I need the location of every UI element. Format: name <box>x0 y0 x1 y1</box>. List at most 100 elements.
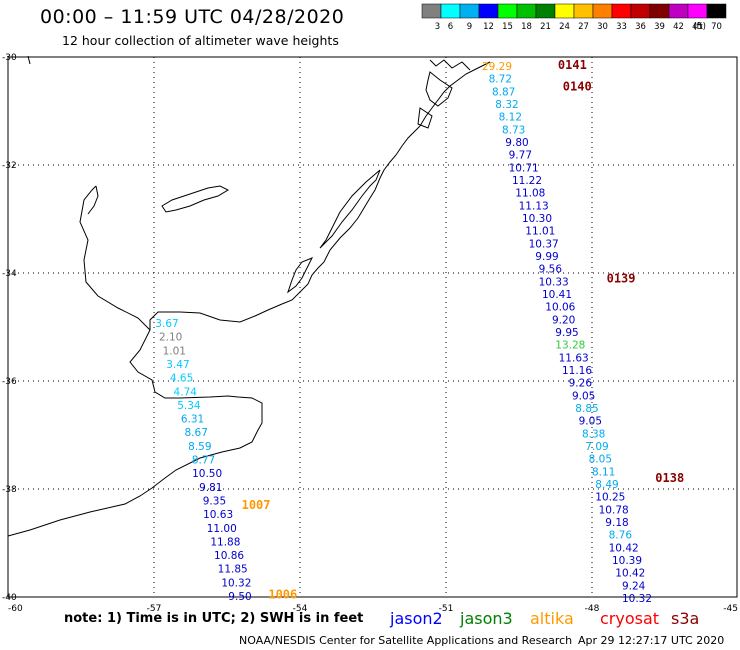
swh-label-track-a: 10.63 <box>203 509 233 521</box>
swh-label-track-b: 8.87 <box>492 86 515 98</box>
swh-label-track-b: 11.13 <box>519 200 549 212</box>
graticule <box>7 56 738 598</box>
scale-unit: (ft) <box>693 22 706 32</box>
pass-label: 1006 <box>268 587 297 601</box>
swh-label-track-b: 10.42 <box>615 568 645 580</box>
latitude-labels: -30 -32 -34 -36 -38 -40 <box>2 53 17 603</box>
wave-height-color-scale: 3 6 9 12 15 18 21 24 27 30 33 36 39 42 45 70(ft) <box>421 3 727 32</box>
rio-uruguay-river <box>161 185 230 213</box>
longitude-tick-label: -57 <box>147 604 162 614</box>
pass-labels: 0141 0140 0139 0138 1007 1006 <box>242 58 685 601</box>
footer-note: note: 1) Time is in UTC; 2) SWH is in fe… <box>64 611 364 626</box>
satellite-legend-item: cryosat <box>600 609 660 628</box>
scale-label: 24 <box>559 22 570 32</box>
pass-label: 0138 <box>655 471 684 485</box>
swh-label-track-b: 8.73 <box>502 124 525 136</box>
coastal-detail <box>27 55 471 215</box>
swh-label-track-b: 10.33 <box>539 276 569 288</box>
swh-label-track-b: 10.39 <box>612 555 642 567</box>
swh-label-track-b: 9.99 <box>535 251 558 263</box>
scale-swatch <box>497 3 518 19</box>
longitude-tick-label: -60 <box>8 604 23 614</box>
swh-label-track-a: 6.31 <box>181 414 204 426</box>
swh-label-track-b: 9.56 <box>539 264 563 276</box>
scale-label: 12 <box>483 22 494 32</box>
swh-label-track-b: 9.18 <box>605 517 628 529</box>
scale-swatch <box>459 3 480 19</box>
argentina-inland <box>79 185 151 331</box>
satellite-legend-item: altika <box>530 609 574 628</box>
map-subtitle: 12 hour collection of altimeter wave hei… <box>62 33 339 48</box>
latitude-tick-label: -36 <box>2 377 17 387</box>
swh-label-track-b: 8.76 <box>609 530 633 542</box>
latitude-tick-label: -32 <box>2 161 17 171</box>
longitude-tick-label: -45 <box>723 604 738 614</box>
scale-label: 15 <box>502 22 513 32</box>
swh-label-track-b: 10.41 <box>542 289 572 301</box>
swh-label-track-b: 11.22 <box>512 175 542 187</box>
lagoa-mirim <box>287 257 314 294</box>
satellite-legend-item: jason3 <box>460 609 513 628</box>
swh-label-track-b: 11.01 <box>525 226 555 238</box>
scale-label: 30 <box>597 22 608 32</box>
swh-label-track-b: 10.25 <box>595 492 625 504</box>
swh-label-track-b: 10.71 <box>509 162 539 174</box>
swh-label-track-a: 11.88 <box>210 536 240 548</box>
scale-swatch <box>630 3 651 19</box>
swh-label-track-b: 9.95 <box>555 327 578 339</box>
scale-label: 42 <box>673 22 684 32</box>
latitude-tick-label: -40 <box>2 593 17 603</box>
scale-swatch <box>573 3 594 19</box>
swh-label-track-a: 9.35 <box>203 495 226 507</box>
generation-timestamp: Apr 29 12:27:17 UTC 2020 <box>578 634 725 647</box>
scale-swatch <box>516 3 537 19</box>
credit-line: NOAA/NESDIS Center for Satellite Applica… <box>239 634 573 647</box>
pass-label: 1007 <box>242 498 271 512</box>
pass-label: 0140 <box>563 80 592 94</box>
swh-label-track-a: 11.85 <box>218 564 248 576</box>
swh-label-track-a: 8.77 <box>192 455 215 467</box>
swh-label-track-b: 9.20 <box>552 314 575 326</box>
scale-label: 45 <box>692 22 703 32</box>
swh-label-track-a: 8.67 <box>185 427 208 439</box>
swh-label-track-b: 13.28 <box>555 340 585 352</box>
map-title: 00:00 – 11:59 UTC 04/28/2020 <box>40 6 345 28</box>
swh-label-track-b: 9.24 <box>622 580 646 592</box>
scale-swatch <box>440 3 461 19</box>
scale-label: 21 <box>540 22 551 32</box>
pass-label: 0141 <box>558 58 587 72</box>
scale-label: 9 <box>467 22 472 32</box>
swh-label-track-b: 10.30 <box>522 213 552 225</box>
scale-swatch <box>554 3 575 19</box>
swh-label-track-b: 9.05 <box>579 416 602 428</box>
swh-label-track-b: 29.29 <box>482 61 512 73</box>
scale-swatch <box>478 3 499 19</box>
latitude-tick-label: -30 <box>2 53 17 63</box>
swh-label-track-a: 10.86 <box>214 550 244 562</box>
scale-swatch <box>649 3 670 19</box>
swh-label-track-b: 9.05 <box>572 390 595 402</box>
map-frame <box>7 56 738 598</box>
swh-label-track-b: 9.77 <box>509 150 532 162</box>
swh-label-track-a: 5.34 <box>177 400 201 412</box>
swh-label-track-b: 10.78 <box>599 504 629 516</box>
swh-label-track-b: 7.09 <box>585 441 608 453</box>
scale-label: 36 <box>635 22 646 32</box>
swh-label-track-a: 3.67 <box>155 318 178 330</box>
swh-label-track-b: 8.38 <box>582 428 605 440</box>
swh-label-track-b: 11.63 <box>559 352 589 364</box>
swh-label-track-b: 10.37 <box>529 238 559 250</box>
longitude-tick-label: -51 <box>439 604 454 614</box>
north-lagoons <box>417 71 453 129</box>
swh-label-track-b: 8.11 <box>592 466 615 478</box>
swh-label-track-b: 10.42 <box>609 542 639 554</box>
latitude-tick-label: -34 <box>2 269 17 279</box>
scale-label: 27 <box>578 22 589 32</box>
scale-swatch <box>687 3 708 19</box>
swh-label-track-a: 3.47 <box>166 359 189 371</box>
swh-label-track-a: 4.65 <box>170 373 193 385</box>
swh-label-track-b: 9.80 <box>505 137 528 149</box>
scale-label: 6 <box>448 22 453 32</box>
swh-label-track-a: 10.50 <box>192 468 222 480</box>
